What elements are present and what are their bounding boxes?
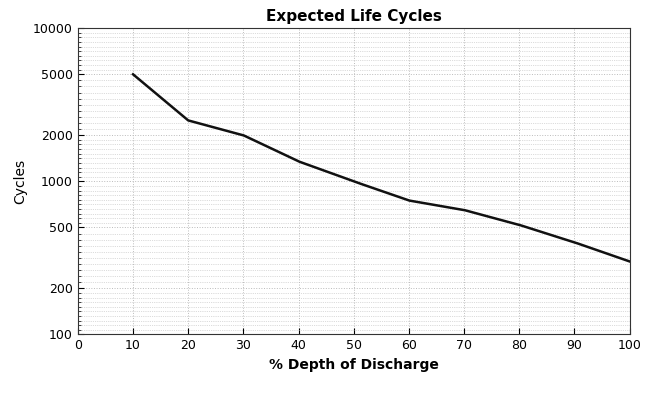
Y-axis label: Cycles: Cycles	[14, 159, 28, 204]
Title: Expected Life Cycles: Expected Life Cycles	[266, 9, 441, 24]
X-axis label: % Depth of Discharge: % Depth of Discharge	[269, 358, 439, 372]
